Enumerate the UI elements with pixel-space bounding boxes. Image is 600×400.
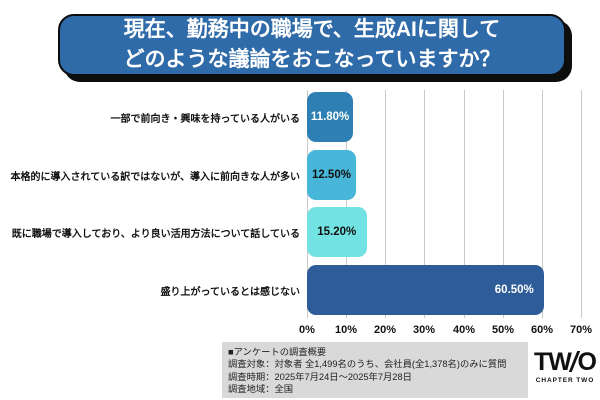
bar-chart-plot-area: 0% 10% 20% 30% 40% 50% 60% 70% 11.80% 12.50% 15… [299, 90, 592, 336]
bar-value-label-2: 12.50% [311, 169, 351, 181]
chart-title-line1: 現在、勤務中の職場で、生成AIに関して [123, 18, 501, 42]
bar-row-3: 15.20% [307, 207, 367, 257]
chart-title: 現在、勤務中の職場で、生成AIに関して どのような議論をおこなっていますか？ [58, 14, 566, 76]
bar-segment-3: 15.20% [307, 207, 367, 257]
x-axis-tick-label: 50% [491, 324, 515, 336]
bar-row-4: 60.50% [307, 265, 544, 315]
bar-segment-2: 12.50% [307, 150, 356, 200]
chart-title-line2: どのような議論をおこなっていますか？ [123, 48, 501, 71]
survey-region: 調査地域：全国 [228, 383, 294, 394]
x-axis-tick-label: 10% [334, 324, 358, 336]
x-axis-tick-label: 40% [452, 324, 476, 336]
x-axis-tick-label: 70% [569, 324, 593, 336]
bar-segment-1: 11.80% [307, 92, 354, 142]
bar-row-2: 12.50% [307, 150, 356, 200]
gridline [385, 90, 386, 318]
survey-period: 調査時期：2025年7月24日～2025年7月28日 [228, 371, 412, 382]
bar-value-label-4: 60.50% [494, 284, 534, 296]
gridline [581, 90, 582, 318]
survey-target: 調査対象：対象者 全1,499名のうち、会社員(全1,378名)のみに質問 [228, 359, 507, 370]
logo-mark-left: TW [534, 348, 572, 376]
category-label-2: 本格的に導入されている訳ではないが、導入に前向きな人が多い [10, 171, 301, 183]
x-axis-tick-label: 30% [412, 324, 436, 336]
category-label-3: 既に職場で導入しており、より良い活用方法について話している [11, 228, 300, 240]
logo-mark-right: O [577, 348, 597, 376]
category-label-1: 一部で前向き・興味を持っている人がいる [110, 113, 301, 125]
x-axis-tick-label: 60% [530, 324, 554, 336]
gridline [503, 90, 504, 318]
gridline [307, 90, 308, 318]
bar-value-label-3: 15.20% [317, 226, 357, 238]
gridline [424, 90, 425, 318]
category-label-4: 盛り上がっているとは感じない [160, 286, 301, 298]
gridline [346, 90, 347, 318]
logo-caption: CHAPTER TWO [535, 377, 595, 384]
x-axis-tick-label: 0% [299, 324, 315, 336]
logo-wordmark: TW O [534, 348, 597, 376]
bar-row-1: 11.80% [307, 92, 354, 142]
bar-value-label-1: 11.80% [310, 111, 350, 123]
chapter-two-logo: TW O CHAPTER TWO [534, 348, 597, 385]
gridline [542, 90, 543, 318]
survey-overview-box: ■アンケートの調査概要 調査対象：対象者 全1,499名のうち、会社員(全1,3… [222, 342, 528, 398]
gridline [464, 90, 465, 318]
survey-overview-heading: ■アンケートの調査概要 [228, 347, 327, 357]
bar-segment-4: 60.50% [307, 265, 544, 315]
x-axis-tick-label: 20% [373, 324, 397, 336]
